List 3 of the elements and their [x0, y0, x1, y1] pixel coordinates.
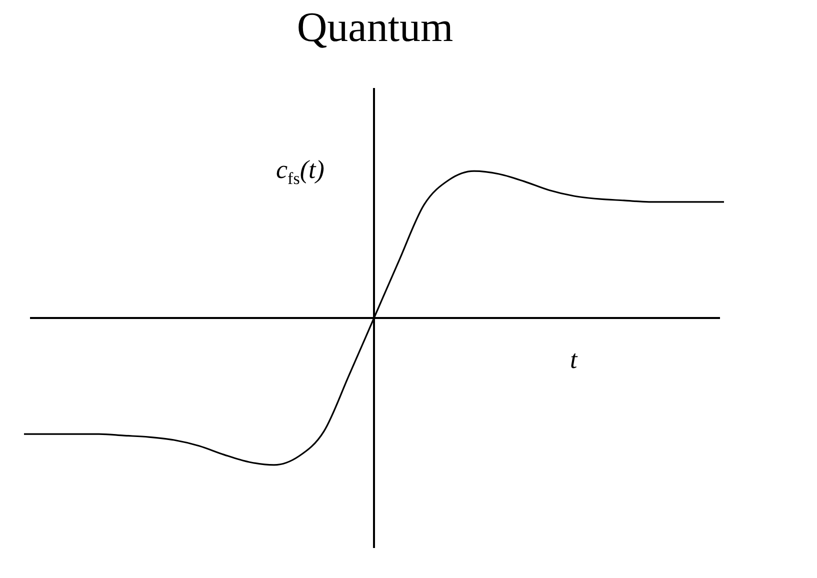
y-axis-title: c$_{fs}$(t)	[276, 155, 324, 190]
x-axis-title: t	[570, 345, 578, 375]
chart-title: Quantum	[296, 4, 454, 52]
